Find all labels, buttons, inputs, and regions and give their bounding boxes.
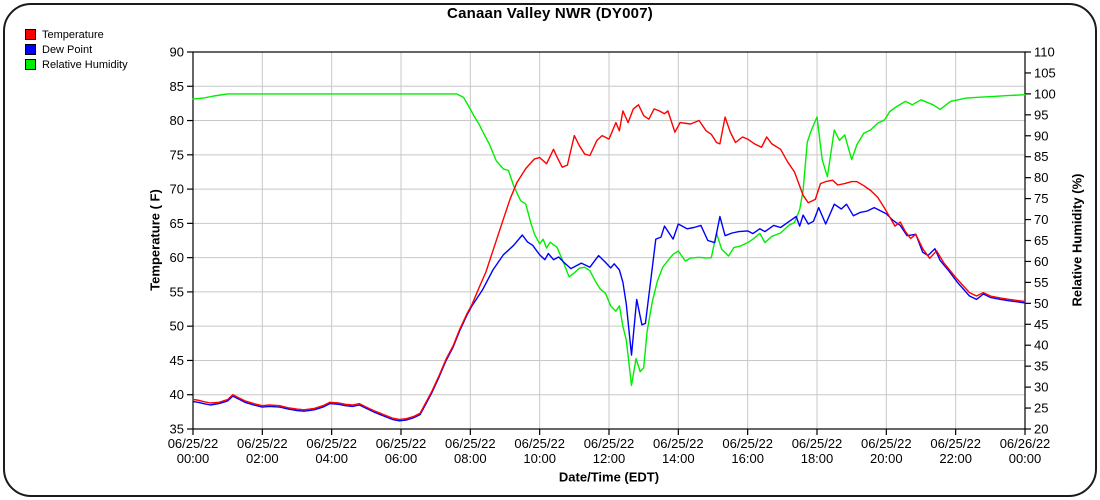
legend-swatch-icon bbox=[25, 59, 36, 70]
y-left-tick-label: 35 bbox=[170, 422, 184, 437]
series-line-dew-point bbox=[192, 203, 1026, 422]
y-axis-left-title: Temperature ( F) bbox=[147, 189, 163, 291]
x-axis-title: Date/Time (EDT) bbox=[558, 469, 660, 485]
y-right-tick-label: 100 bbox=[1034, 86, 1056, 101]
y-axis-left: 35 40 45 50 55 60 65 70 75 80 85 90 bbox=[170, 45, 193, 437]
y-axis-right: 20 25 30 35 40 45 50 55 60 65 70 75 80 85 90 95 100 105 11… bbox=[1025, 45, 1056, 437]
y-right-tick-label: 80 bbox=[1034, 170, 1048, 185]
series-line-relative-humidity bbox=[192, 93, 1026, 387]
y-right-tick-label: 55 bbox=[1034, 275, 1048, 290]
x-tick-label: 06/25/22 00:00 bbox=[168, 436, 219, 466]
legend-label: Relative Humidity bbox=[42, 58, 128, 71]
legend-swatch-icon bbox=[25, 44, 36, 55]
y-right-tick-label: 20 bbox=[1034, 422, 1048, 437]
x-tick-label: 06/25/22 10:00 bbox=[514, 436, 565, 466]
y-right-tick-label: 95 bbox=[1034, 107, 1048, 122]
legend-swatch-icon bbox=[25, 29, 36, 40]
legend-label: Temperature bbox=[42, 28, 104, 41]
series-line-temperature bbox=[192, 104, 1026, 421]
y-right-tick-label: 25 bbox=[1034, 401, 1048, 416]
y-left-tick-label: 50 bbox=[170, 319, 184, 334]
y-right-tick-label: 70 bbox=[1034, 212, 1048, 227]
x-tick-label: 06/25/22 22:00 bbox=[930, 436, 981, 466]
y-left-tick-label: 70 bbox=[170, 182, 184, 197]
y-left-tick-label: 40 bbox=[170, 387, 184, 402]
chart-legend: Temperature Dew Point Relative Humidity bbox=[25, 27, 128, 72]
x-axis: 06/25/22 00:00 06/25/22 02:00 06/25/22 04:00 0… bbox=[168, 429, 1051, 466]
x-tick-label: 06/25/22 08:00 bbox=[445, 436, 496, 466]
y-right-tick-label: 65 bbox=[1034, 233, 1048, 248]
y-right-tick-label: 105 bbox=[1034, 65, 1056, 80]
y-left-tick-label: 65 bbox=[170, 216, 184, 231]
y-left-tick-label: 90 bbox=[170, 45, 184, 60]
x-tick-label: 06/25/22 14:00 bbox=[653, 436, 704, 466]
y-right-tick-label: 110 bbox=[1034, 45, 1055, 60]
x-tick-label: 06/25/22 04:00 bbox=[306, 436, 357, 466]
x-tick-label: 06/25/22 06:00 bbox=[376, 436, 427, 466]
y-right-tick-label: 30 bbox=[1034, 380, 1048, 395]
x-tick-label: 06/25/22 20:00 bbox=[861, 436, 912, 466]
y-right-tick-label: 50 bbox=[1034, 296, 1048, 311]
y-axis-right-title: Relative Humidity (%) bbox=[1069, 173, 1085, 307]
y-right-tick-label: 45 bbox=[1034, 317, 1048, 332]
x-tick-label: 06/25/22 18:00 bbox=[792, 436, 843, 466]
x-tick-label: 06/25/22 02:00 bbox=[237, 436, 288, 466]
legend-label: Dew Point bbox=[42, 43, 93, 56]
y-left-tick-label: 75 bbox=[170, 147, 184, 162]
y-right-tick-label: 90 bbox=[1034, 128, 1048, 143]
legend-item-temperature: Temperature bbox=[25, 27, 128, 42]
y-left-tick-label: 85 bbox=[170, 79, 184, 94]
legend-item-relative-humidity: Relative Humidity bbox=[25, 57, 128, 72]
y-right-tick-label: 60 bbox=[1034, 254, 1048, 269]
y-left-tick-label: 80 bbox=[170, 113, 184, 128]
y-left-tick-label: 45 bbox=[170, 353, 184, 368]
y-right-tick-label: 85 bbox=[1034, 149, 1048, 164]
legend-item-dew-point: Dew Point bbox=[25, 42, 128, 57]
y-left-tick-label: 55 bbox=[170, 284, 184, 299]
y-left-tick-label: 60 bbox=[170, 250, 184, 265]
chart-title: Canaan Valley NWR (DY007) bbox=[447, 5, 653, 22]
y-right-tick-label: 40 bbox=[1034, 338, 1048, 353]
y-right-tick-label: 35 bbox=[1034, 359, 1048, 374]
x-tick-label: 06/25/22 16:00 bbox=[722, 436, 773, 466]
x-tick-label: 06/25/22 12:00 bbox=[584, 436, 635, 466]
x-tick-label: 06/26/22 00:00 bbox=[1000, 436, 1051, 466]
y-right-tick-label: 75 bbox=[1034, 191, 1048, 206]
grid-lines bbox=[193, 52, 1025, 429]
